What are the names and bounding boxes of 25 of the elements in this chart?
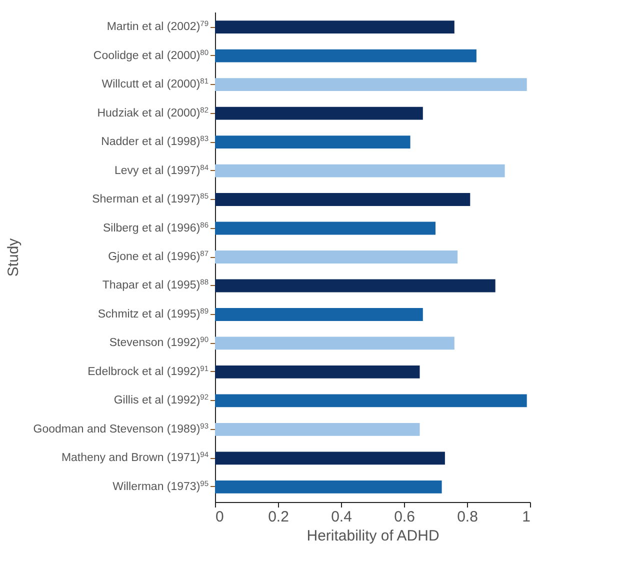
- y-tick-label: Silberg et al (1996)$^{86}$: [102, 220, 208, 234]
- x-tick-label: 0.8: [457, 508, 478, 526]
- x-tick-label: 1: [522, 508, 530, 526]
- y-tick-label: Martin et al (2002)$^{79}$: [106, 18, 208, 34]
- y-tick-label: Nadder et al (1998)$^{83}$: [101, 134, 208, 148]
- y-tick-label: Edelbrock et al (1992)$^{91}$: [88, 363, 208, 378]
- y-tick-label: Matheny and Brown (1971)$^{94}$: [61, 450, 208, 464]
- y-tick-label: Willcutt et al (2000)$^{81}$: [102, 76, 208, 91]
- x-tick-label: 0.6: [394, 508, 415, 526]
- y-tick-label: Gjone et al (1996)$^{87}$: [108, 248, 208, 263]
- y-tick-label: Levy et al (1997)$^{84}$: [114, 162, 208, 177]
- x-tick-label: 0: [216, 508, 224, 526]
- y-tick-label: Thapar et al (1995)$^{88}$: [102, 277, 208, 292]
- y-tick-label: Coolidge et al (2000)$^{80}$: [93, 47, 208, 62]
- x-axis-title: Heritability of ADHD: [306, 528, 440, 544]
- y-axis-title: Study: [4, 238, 22, 277]
- y-tick-label: Goodman and Stevenson (1989)$^{93}$: [33, 420, 208, 436]
- y-tick-label: Schmitz et al (1995)$^{89}$: [98, 306, 208, 320]
- x-tick-label: 0.4: [331, 508, 352, 526]
- y-tick-label: Gillis et al (1992)$^{92}$: [114, 392, 208, 407]
- y-tick-label: Willerman (1973)$^{95}$: [112, 478, 208, 493]
- y-tick-label: Stevenson (1992)$^{90}$: [109, 334, 208, 350]
- x-tick-label: 0.2: [268, 508, 289, 526]
- y-tick-label: Hudziak et al (2000)$^{82}$: [97, 104, 208, 120]
- y-tick-label: Sherman et al (1997)$^{85}$: [92, 191, 208, 206]
